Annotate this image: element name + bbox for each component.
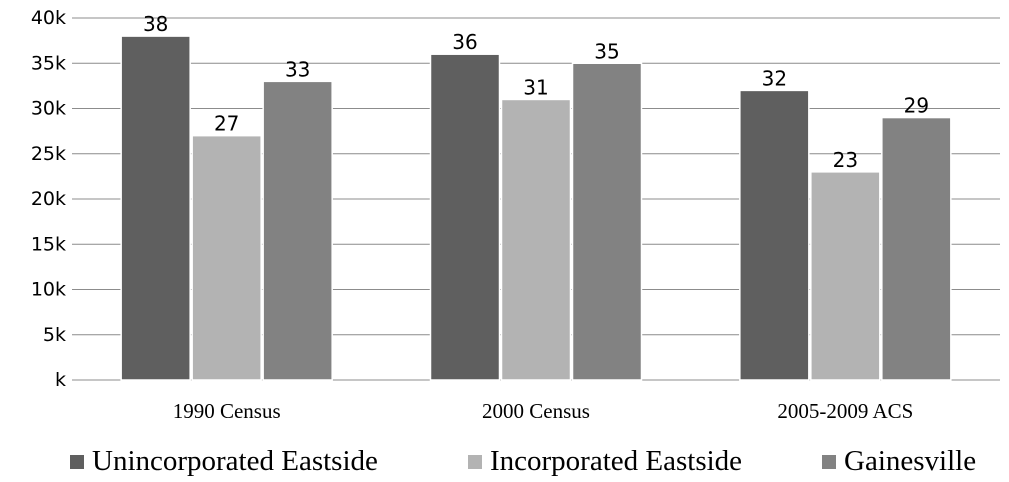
data-label: 38: [143, 12, 168, 36]
data-label: 23: [833, 148, 858, 172]
y-tick-label: 35k: [31, 52, 66, 74]
y-tick-label: k: [55, 369, 66, 391]
legend-swatch: [468, 455, 482, 469]
data-label: 32: [762, 66, 787, 90]
y-tick-label: 25k: [31, 143, 66, 165]
x-tick-label: 2005-2009 ACS: [777, 399, 913, 423]
bar: [120, 35, 191, 381]
y-tick-label: 15k: [31, 233, 66, 255]
bar: [500, 98, 572, 381]
legend: Unincorporated Eastside Incorporated East…: [70, 445, 976, 477]
y-axis-ticks: k 5k 10k 15k 20k 25k 30k 35k 40k: [31, 7, 66, 391]
y-tick-label: 30k: [31, 98, 66, 120]
y-tick-label: 10k: [31, 279, 66, 301]
x-axis-ticks: 1990 Census 2000 Census 2005-2009 ACS: [173, 399, 914, 423]
legend-swatch: [70, 455, 84, 469]
bar: [739, 89, 810, 381]
y-tick-label: 5k: [43, 324, 66, 346]
legend-swatch: [822, 455, 836, 469]
x-tick-label: 1990 Census: [173, 399, 281, 423]
data-label: 35: [594, 39, 619, 63]
y-tick-label: 20k: [31, 188, 66, 210]
x-tick-label: 2000 Census: [482, 399, 590, 423]
legend-label: Unincorporated Eastside: [92, 445, 378, 477]
bar: [571, 62, 643, 381]
legend-label: Incorporated Eastside: [490, 445, 742, 477]
bar: [881, 116, 952, 381]
bar: [810, 171, 881, 381]
data-label: 33: [285, 57, 310, 81]
data-label: 36: [452, 30, 477, 54]
data-label: 29: [904, 94, 929, 118]
data-label: 31: [523, 75, 548, 99]
data-label: 27: [214, 112, 239, 136]
bars: [120, 35, 952, 381]
bar: [191, 134, 262, 381]
legend-label: Gainesville: [844, 445, 976, 477]
y-tick-label: 40k: [31, 7, 66, 29]
bar: [262, 80, 333, 381]
bar: [429, 53, 501, 381]
data-labels: 38 27 33 36 31 35 32 23 29: [143, 12, 929, 172]
